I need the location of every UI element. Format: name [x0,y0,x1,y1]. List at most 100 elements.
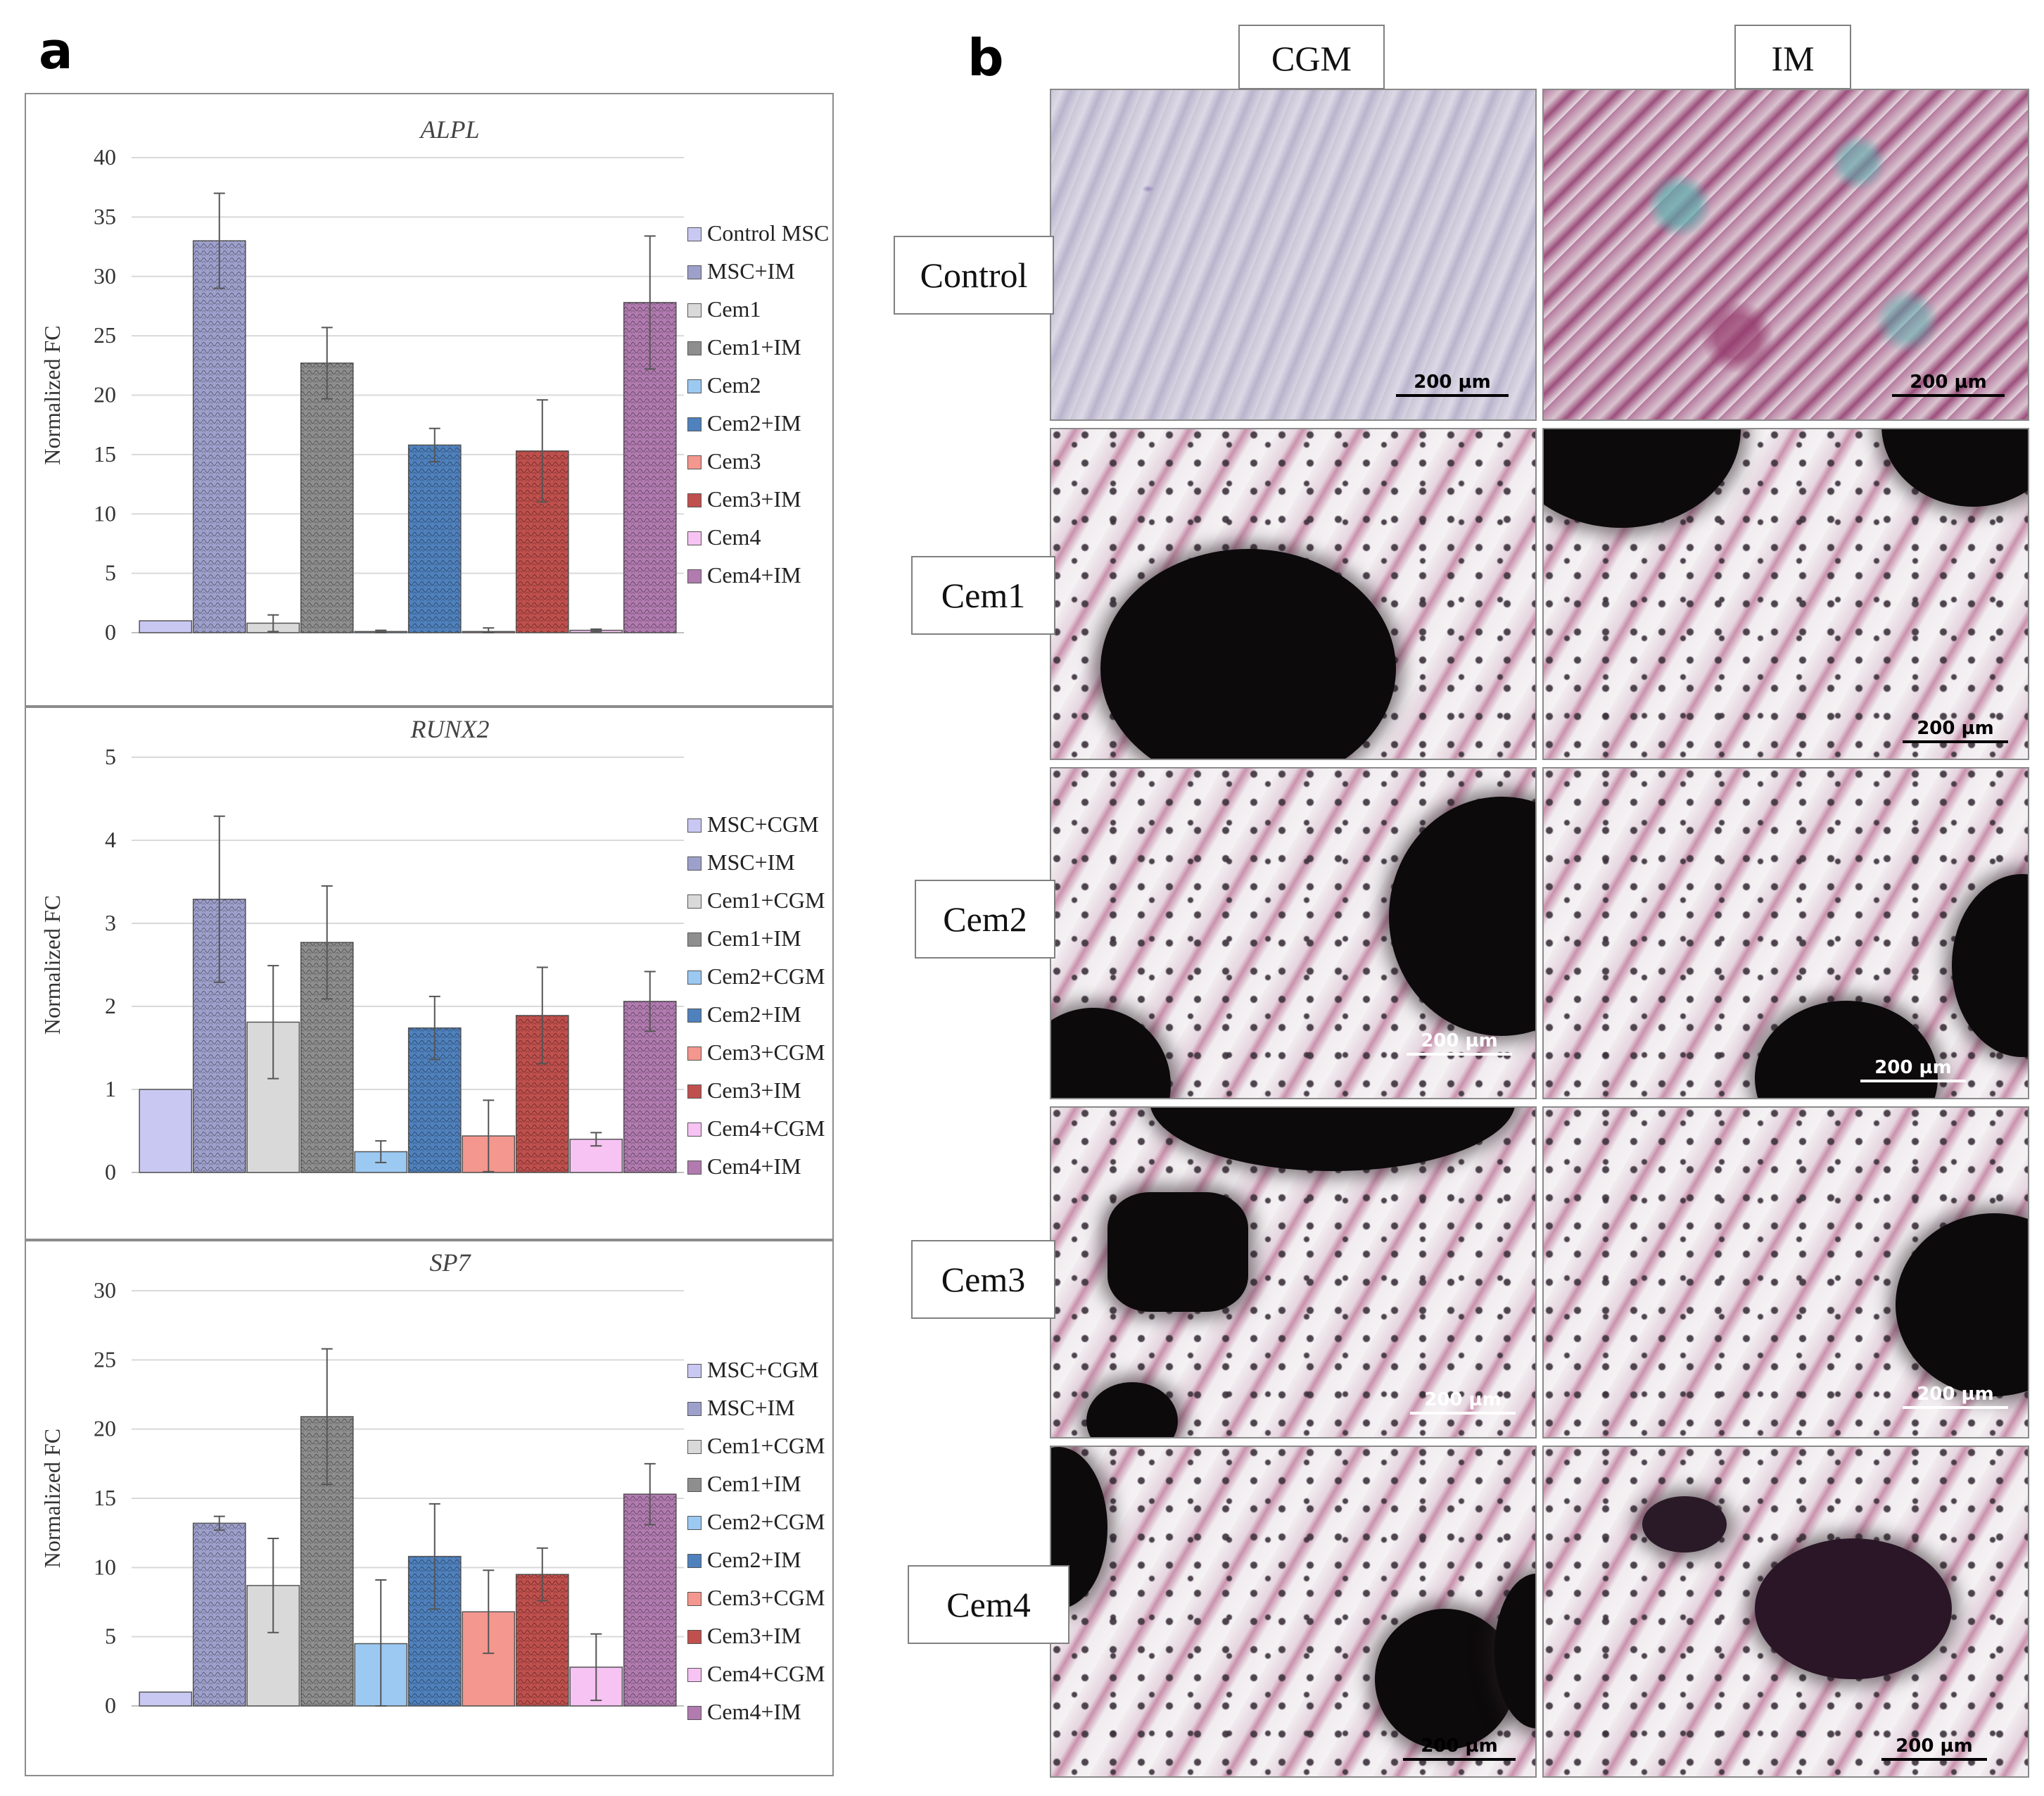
scale-bar: 200 µm [1892,372,2005,397]
legend-item: MSC+CGM [687,1351,819,1389]
y-axis-label: Normalized FC [39,1429,65,1568]
legend-label: Cem2+IM [707,1001,801,1027]
legend-label: Cem3+IM [707,486,801,512]
micrograph-cem2-cgm: 200 µm [1050,767,1537,1099]
runx2-chart: 0 1 2 3 4 5 RUNX2 Normalized FC MSC+CGM MSC+IM Ce… [25,707,834,1240]
y-tick-label: 1 [105,1076,116,1101]
alpl-chart-svg: 0 5 10 15 20 25 30 35 40 ALPL Normalized FC [39,115,684,645]
legend-item: Cem4+IM [687,1693,801,1731]
scale-bar-label: 200 µm [1421,1030,1498,1051]
legend-item: Cem3+IM [687,1071,801,1109]
legend-item: Cem2+IM [687,995,801,1033]
legend-swatch [687,1401,702,1416]
legend-item: Cem4+IM [687,556,801,594]
legend-swatch [687,379,702,393]
legend-label: Cem1 [707,296,761,322]
y-tick-label: 30 [94,263,116,289]
legend-item: Cem3+IM [687,1617,801,1655]
legend-item: Cem1+IM [687,1465,801,1503]
scale-bar: 200 µm [1903,1384,2008,1409]
scale-bar-label: 200 µm [1421,1735,1498,1757]
y-tick-label: 4 [105,827,116,852]
scale-bar: 200 µm [1410,1389,1516,1415]
row-label-cem1: Cem1 [911,556,1055,635]
cement-particle [1755,1001,1938,1098]
legend-swatch [687,932,702,947]
legend-swatch [687,493,702,507]
legend-label: Cem4+CGM [707,1115,825,1141]
cement-particle [1107,1192,1248,1312]
legend-item: Cem1+CGM [687,1427,825,1465]
legend-swatch [687,894,702,909]
y-tick-label: 5 [105,1624,116,1649]
legend-swatch [687,341,702,355]
legend-swatch [687,856,702,871]
legend-item: MSC+IM [687,252,795,290]
legend-item: Cem2 [687,366,761,404]
micrograph-cem3-cgm: 200 µm [1050,1106,1537,1438]
legend-swatch [687,569,702,583]
legend-swatch [687,227,702,241]
row-label-cem2: Cem2 [915,880,1055,959]
legend-swatch [687,818,702,833]
micrograph-cem1-cgm [1050,428,1537,760]
scale-bar: 200 µm [1881,1735,1987,1761]
cement-particle [1086,1382,1178,1437]
y-tick-label: 15 [94,1485,116,1510]
legend-item: Cem2+IM [687,404,801,442]
scale-bar-label: 200 µm [1917,718,1994,739]
legend-label: Cem3+CGM [707,1039,825,1065]
micrograph-cem3-im: 200 µm [1542,1106,2029,1438]
legend-label: Cem4+IM [707,562,801,588]
cement-particle [1375,1609,1516,1750]
legend-label: Cem4 [707,524,761,550]
legend-swatch [687,1008,702,1023]
bar-msc-cgm [139,1691,193,1707]
bar-cem1-cgm [246,1021,300,1173]
row-label-cem4: Cem4 [908,1565,1069,1644]
legend-item: Control MSC [687,214,829,252]
micrograph-cem4-im: 200 µm [1542,1446,2029,1778]
scale-bar: 200 µm [1403,1735,1516,1761]
legend-label: Control MSC [707,220,830,246]
legend-item: Cem2+IM [687,1541,801,1579]
bar-control-msc [139,620,193,633]
row-label-cem3: Cem3 [911,1240,1055,1319]
bar-hatch [193,1523,246,1706]
legend-label: Cem2+CGM [707,1509,825,1534]
legend-label: Cem1+IM [707,334,801,360]
legend-label: Cem3+IM [707,1077,801,1103]
y-tick-label: 20 [94,382,116,407]
legend-swatch [687,265,702,279]
legend-item: Cem4+CGM [687,1109,825,1147]
bar-hatch [408,445,461,633]
scale-bar: 200 µm [1860,1057,1966,1082]
y-tick-label: 0 [105,619,116,645]
legend-item: Cem2+CGM [687,1503,825,1541]
cement-particle [1896,1213,2028,1396]
legend-item: Cem1+CGM [687,881,825,919]
micrograph-cem4-cgm: 200 µm [1050,1446,1537,1778]
legend-item: Cem2+CGM [687,957,825,995]
runx2-chart-svg: 0 1 2 3 4 5 RUNX2 Normalized FC [39,715,684,1184]
cement-particle [1051,1008,1171,1098]
legend-label: Cem3 [707,448,761,474]
y-tick-label: 10 [94,1554,116,1579]
legend-swatch [687,1591,702,1606]
y-tick-label: 15 [94,441,116,467]
y-tick-label: 35 [94,203,116,229]
y-tick-label: 5 [105,560,116,586]
legend-label: Cem1+IM [707,925,801,951]
legend-item: Cem3+CGM [687,1033,825,1071]
micrograph-cem1-im: 200 µm [1542,428,2029,760]
cement-particle [1755,1538,1952,1679]
legend-swatch [687,1363,702,1378]
y-tick-label: 10 [94,500,116,526]
legend-label: Cem1+CGM [707,887,825,913]
sp7-chart-svg: 0 5 10 15 20 25 30 SP7 Normalized FC [39,1248,684,1718]
legend-swatch [687,1122,702,1137]
micrograph-control-im: 200 µm [1542,89,2029,421]
scale-bar: 200 µm [1407,1030,1512,1056]
legend-item: Cem3+CGM [687,1579,825,1617]
y-tick-label: 25 [94,1346,116,1372]
